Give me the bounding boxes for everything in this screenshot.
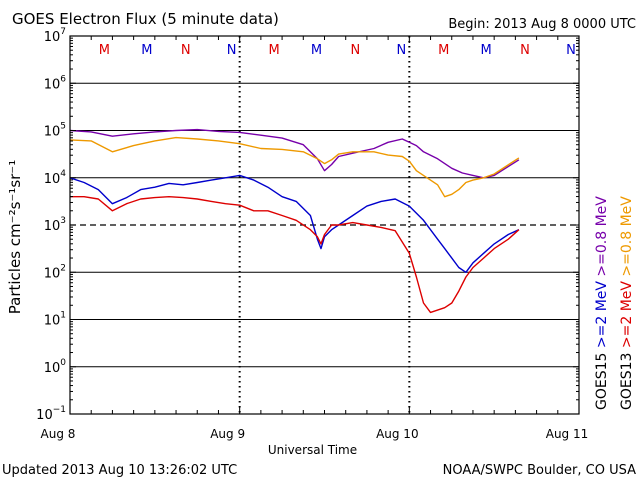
marker-label: M [268,43,279,58]
legend-column: GOES15 >=2 MeV >=0.8 MeV [594,196,610,410]
y-tick-label: 106 [44,74,67,92]
series-line [70,195,520,314]
legend-entry: GOES15 [594,353,610,410]
y-tick-label: 100 [44,358,67,376]
footer-credit: NOAA/SWPC Boulder, CO USA [443,463,636,478]
legend-entry: >=0.8 MeV [594,196,610,281]
marker-label: M [311,43,322,58]
marker-label: N [351,43,361,58]
marker-label: M [438,43,449,58]
axis-ticks [69,35,580,415]
legend-entry: >=0.8 MeV [619,196,635,281]
begin-label: Begin: 2013 Aug 8 0000 UTC [448,17,636,32]
marker-label: M [99,43,110,58]
y-axis-title: Particles cm⁻²s⁻¹sr⁻¹ [6,160,24,314]
series-line [69,174,520,273]
y-tick-label: 103 [44,216,66,234]
y-tick-label: 104 [44,169,67,187]
y-tick-label: 101 [44,311,66,329]
series-line [69,128,520,179]
y-tick-label: 107 [44,27,66,45]
day-divider-lines [238,36,411,414]
y-tick-label: 105 [44,122,66,140]
legend-entry: GOES13 [619,353,635,410]
marker-label: N [396,43,406,58]
legend-column: GOES13 >=2 MeV >=0.8 MeV [619,196,635,410]
chart-title: GOES Electron Flux (5 minute data) [12,10,279,28]
y-tick-label: 10−1 [36,405,66,423]
x-tick-label: Aug 10 [376,427,419,441]
marker-label: N [520,43,530,58]
marker-label: M [481,43,492,58]
x-tick-label: Aug 11 [546,427,589,441]
legend-entry: >=2 MeV [619,281,635,353]
footer-updated: Updated 2013 Aug 10 13:26:02 UTC [2,463,237,478]
grid-lines [70,82,579,368]
data-series [69,128,520,314]
marker-label: M [141,43,152,58]
y-tick-labels: 10−1 100 101 102 103 104 105 106 107 [36,27,66,423]
legend-entry: >=2 MeV [594,281,610,353]
marker-label: N [181,43,191,58]
x-tick-labels: Aug 8 Aug 9 Aug 10 Aug 11 [41,427,589,441]
x-tick-label: Aug 9 [210,427,245,441]
series-line [69,136,520,198]
marker-label: N [566,43,576,58]
x-tick-label: Aug 8 [41,427,76,441]
x-axis-title: Universal Time [268,443,357,457]
y-tick-label: 102 [44,263,66,281]
marker-label: N [227,43,237,58]
